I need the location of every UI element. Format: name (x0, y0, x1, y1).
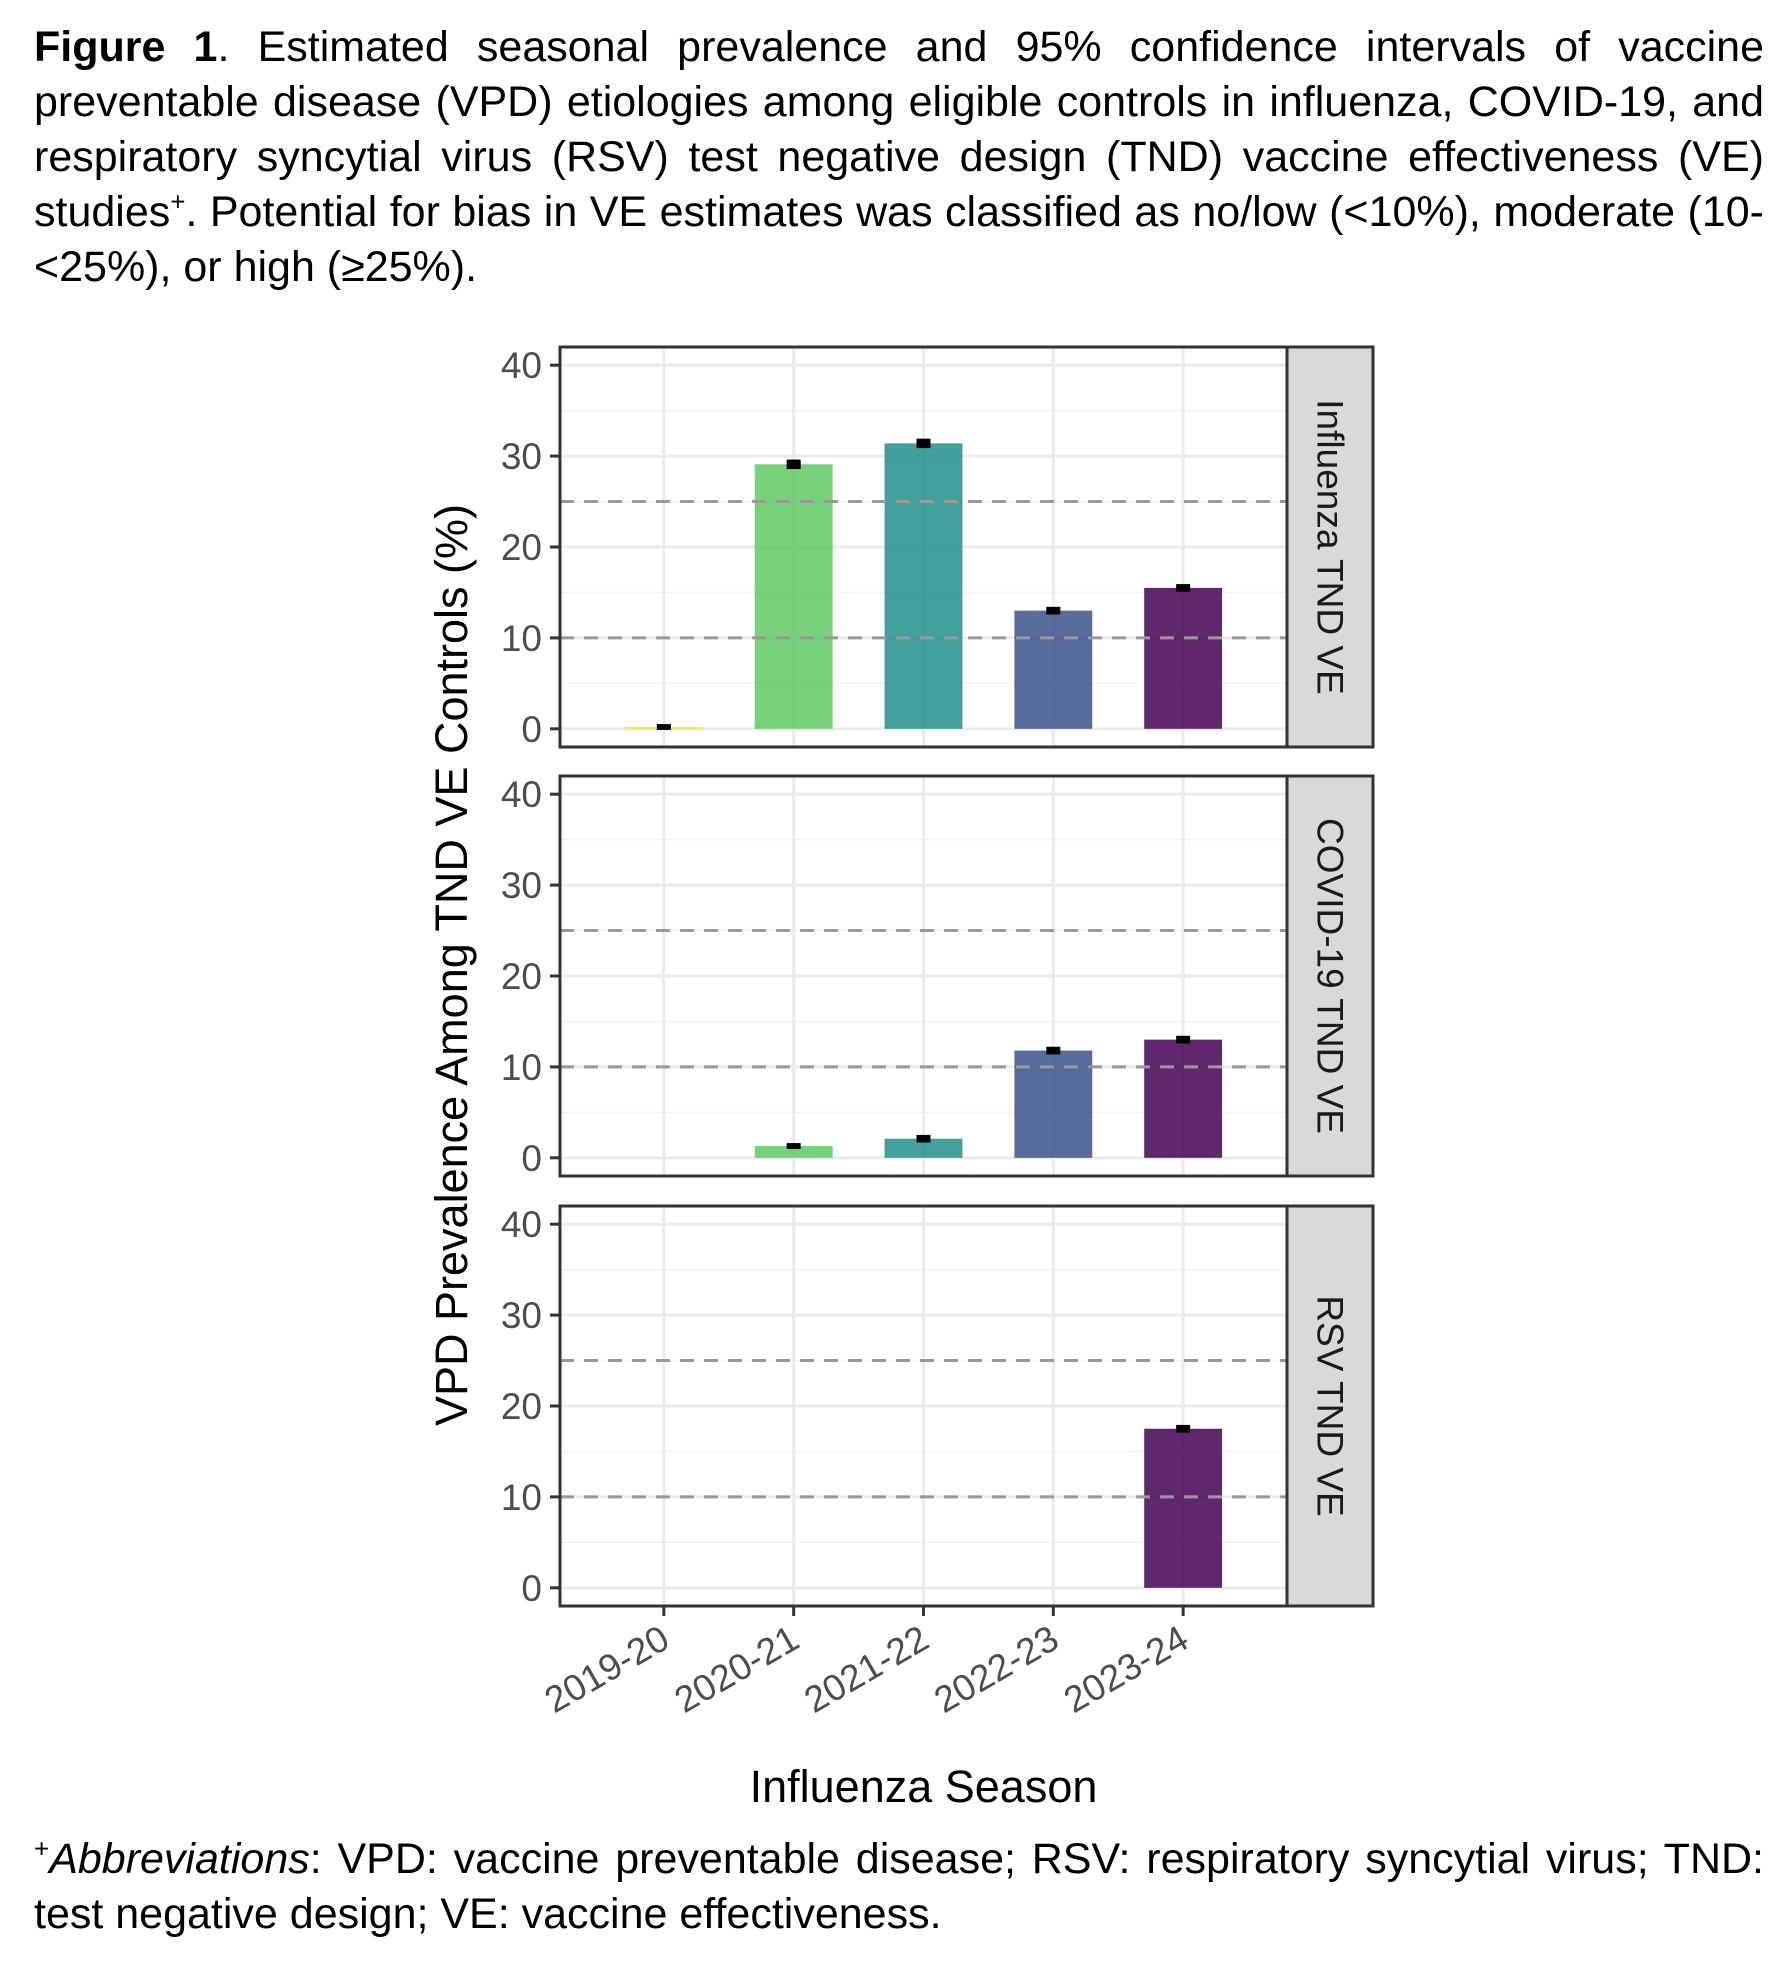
y-tick-label: 0 (521, 1138, 542, 1179)
y-tick-label: 40 (501, 774, 542, 815)
x-tick-label: 2021-22 (797, 1617, 935, 1720)
footnote-superscript: + (34, 1833, 50, 1864)
facet-panel-2: 0 10 20 30 40 COVID-19 TND VE (501, 774, 1375, 1179)
error-bar-2023-24 (1176, 584, 1191, 592)
footnote-label: Abbreviations (49, 1835, 310, 1883)
figure-caption: Figure 1. Estimated seasonal prevalence … (34, 20, 1764, 295)
bar-2020-21 (754, 1146, 833, 1158)
abbreviations-footnote: +Abbreviations: VPD: vaccine preventable… (34, 1832, 1764, 1942)
x-tick-label: 2022-23 (927, 1617, 1065, 1720)
y-tick-label: 40 (501, 345, 542, 386)
x-tick-label: 2020-21 (668, 1617, 806, 1720)
y-tick-label: 30 (501, 865, 542, 906)
y-tick-label: 20 (501, 527, 542, 568)
facet-panel-1: 0 10 20 30 40 Influenza TND VE (501, 345, 1375, 750)
y-tick-label: 30 (501, 436, 542, 477)
y-tick-label: 20 (501, 956, 542, 997)
facet-strip (1285, 774, 1375, 1178)
y-tick-label: 0 (521, 1568, 542, 1609)
facet-strip-label: Influenza TND VE (1310, 399, 1351, 694)
y-tick-label: 10 (501, 1477, 542, 1518)
error-bar-2022-23 (1046, 606, 1061, 615)
error-bar-2022-23 (1046, 1046, 1061, 1055)
y-tick-label: 10 (501, 1047, 542, 1088)
x-tick-label: 2019-20 (538, 1617, 676, 1720)
bar-2020-21 (754, 464, 833, 729)
error-bar-2021-22 (916, 438, 931, 449)
y-tick-label: 40 (501, 1204, 542, 1245)
error-bar-2020-21 (786, 459, 801, 469)
caption-text: . Estimated seasonal prevalence and 95% … (34, 23, 1764, 236)
bar-2021-22 (884, 443, 963, 729)
facet-strip (1285, 345, 1375, 749)
error-bar-2023-24 (1176, 1035, 1191, 1044)
y-axis-title: VPD Prevalence Among TND VE Controls (%) (426, 504, 477, 1426)
caption-superscript: + (170, 186, 186, 217)
facet-strip (1285, 1204, 1375, 1608)
bar-2022-23 (1014, 1050, 1093, 1158)
x-tick-label: 2023-24 (1057, 1617, 1195, 1720)
y-tick-label: 10 (501, 618, 542, 659)
facet-panel-3: 0 10 20 30 40 RSV TND VE (501, 1204, 1375, 1609)
facet-strip-label: COVID-19 TND VE (1310, 818, 1351, 1134)
x-axis-title: Influenza Season (750, 1761, 1098, 1812)
y-tick-label: 20 (501, 1386, 542, 1427)
bar-2023-24 (1144, 1428, 1223, 1588)
y-tick-label: 0 (521, 709, 542, 750)
error-bar-2021-22 (916, 1134, 931, 1143)
caption-text-2: . Potential for bias in VE estimates was… (34, 188, 1764, 291)
bar-2021-22 (884, 1138, 963, 1158)
caption-label: Figure 1 (34, 23, 218, 71)
error-bar-2023-24 (1176, 1424, 1191, 1433)
bar-2023-24 (1144, 1039, 1223, 1158)
bar-2023-24 (1144, 587, 1223, 729)
facet-strip-label: RSV TND VE (1310, 1295, 1351, 1516)
error-bar-2019-20 (656, 724, 671, 730)
y-tick-label: 30 (501, 1295, 542, 1336)
bar-2022-23 (1014, 610, 1093, 729)
error-bar-2020-21 (786, 1143, 801, 1149)
footnote-text: : VPD: vaccine preventable disease; RSV:… (34, 1835, 1764, 1938)
